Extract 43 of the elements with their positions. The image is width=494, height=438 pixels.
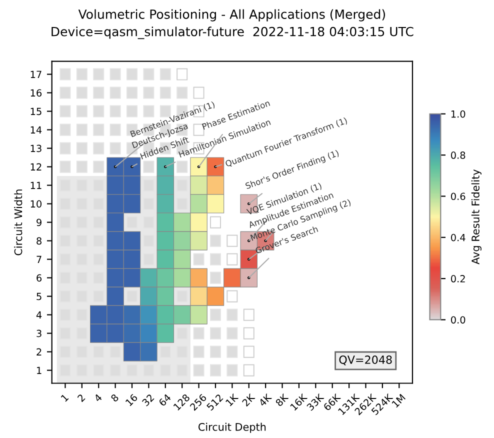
x-tick-label: 8 xyxy=(110,394,120,402)
y-tick-label: 8 xyxy=(36,237,42,245)
y-tick-label: 14 xyxy=(30,126,42,134)
color-bar-title: Avg Result Fidelity xyxy=(471,169,482,264)
x-axis-title: Circuit Depth xyxy=(198,422,266,433)
x-tick-label: 128 xyxy=(173,394,190,411)
y-tick-label: 13 xyxy=(30,144,42,152)
y-tick-label: 16 xyxy=(30,89,42,97)
x-tick-label: 8K xyxy=(275,392,289,407)
x-tick-label: 4K xyxy=(258,393,272,407)
x-tick-label: 4 xyxy=(94,394,102,402)
color-bar-label: 0.8 xyxy=(451,152,466,159)
x-tick-label: 16 xyxy=(125,394,138,406)
chart-subtitle: Device=qasm_simulator-future 2022-11-18 04:03:15 UTC xyxy=(52,26,414,40)
y-tick-label: 3 xyxy=(36,330,42,338)
x-tick-label: 32 xyxy=(142,394,154,407)
color-bar-label: 0.4 xyxy=(451,234,466,242)
y-tick-label: 2 xyxy=(36,348,42,356)
chart-title: Volumetric Positioning - All Applications (Merged) xyxy=(78,9,386,22)
x-tick-label: 2K xyxy=(242,392,256,407)
y-tick-label: 1 xyxy=(37,366,42,374)
y-tick-label: 11 xyxy=(30,182,42,189)
x-tick-label: 1K xyxy=(225,393,239,406)
annotation: QV=2048 xyxy=(339,356,392,366)
y-tick-label: 15 xyxy=(30,108,42,116)
y-tick-label: 7 xyxy=(36,256,42,263)
x-tick-label: 512 xyxy=(206,394,224,411)
y-tick-label: 5 xyxy=(36,292,42,300)
x-tick-label: 1 xyxy=(60,394,69,402)
x-tick-label: 2 xyxy=(77,394,86,402)
x-tick-label: 64 xyxy=(158,393,172,407)
y-tick-label: 12 xyxy=(30,163,42,170)
color-bar-label: 0.2 xyxy=(451,275,465,282)
color-bar-label: 1.0 xyxy=(451,110,466,118)
x-tick-label: 1M xyxy=(392,394,406,408)
color-bar-label: 0.0 xyxy=(451,316,466,324)
y-tick-label: 17 xyxy=(30,70,42,78)
y-tick-label: 9 xyxy=(36,218,42,226)
y-axis-title: Circuit Width xyxy=(14,190,22,256)
y-tick-label: 6 xyxy=(36,274,42,282)
color-bar-label: 0.6 xyxy=(451,192,466,200)
y-tick-label: 4 xyxy=(36,311,42,318)
y-tick-label: 10 xyxy=(30,200,42,208)
